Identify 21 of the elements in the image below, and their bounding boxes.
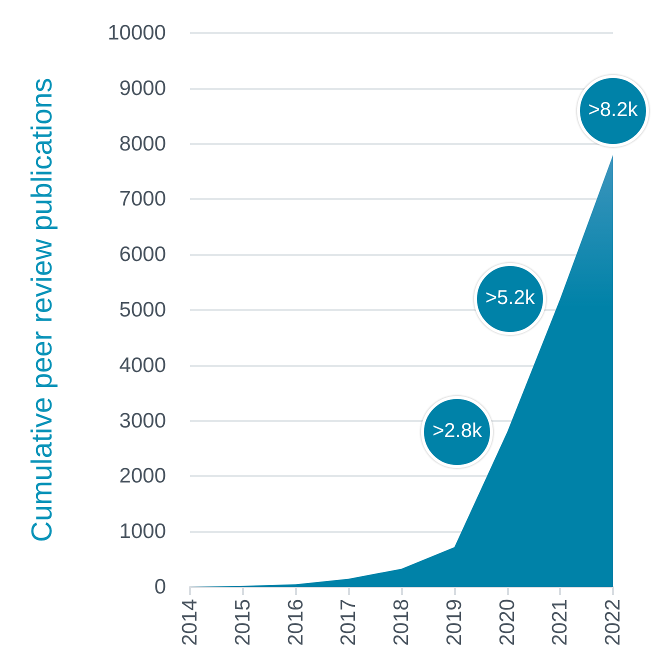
- y-axis-title: Cumulative peer review publications: [26, 78, 58, 542]
- y-tick-label: 6000: [119, 243, 166, 266]
- y-tick-label: 0: [154, 576, 166, 598]
- x-tick-label: 2017: [337, 599, 360, 646]
- y-tick-label: 3000: [119, 409, 166, 432]
- x-tick-label: 2018: [390, 599, 413, 646]
- y-tick-label: 5000: [119, 298, 166, 322]
- y-tick-label: 4000: [119, 354, 166, 377]
- x-tick-label: 2016: [284, 599, 308, 646]
- x-tick-label: 2019: [442, 599, 466, 646]
- x-tick-label: 2022: [602, 599, 624, 646]
- x-tick-label: 2020: [496, 599, 519, 646]
- y-tick-label: 2000: [119, 464, 166, 488]
- x-tick-label: 2014: [178, 598, 202, 646]
- y-tick-label: 10000: [108, 22, 166, 44]
- y-tick-label: 7000: [119, 188, 166, 211]
- x-tick-label: 2021: [548, 599, 572, 646]
- x-tick-label: 2015: [231, 599, 254, 646]
- y-tick-label: 9000: [119, 76, 166, 100]
- y-tick-label: 8000: [119, 132, 166, 156]
- y-tick-label: 1000: [119, 520, 166, 544]
